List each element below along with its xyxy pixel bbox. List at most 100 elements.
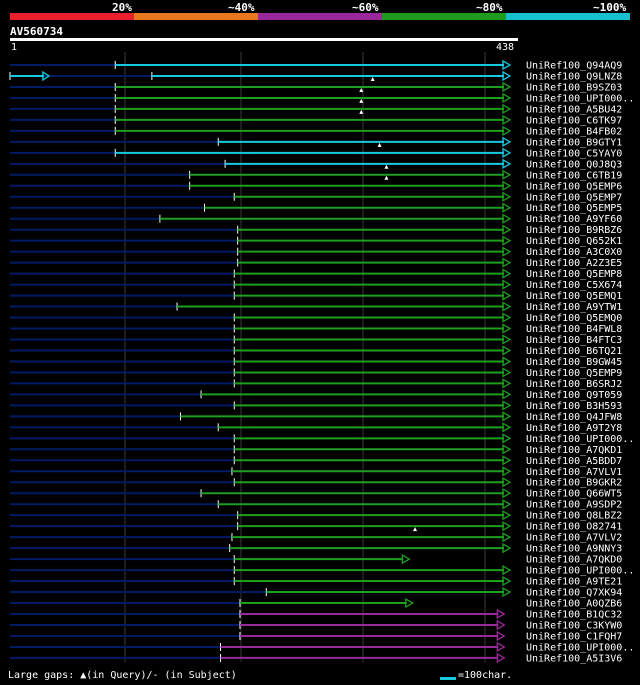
hit-arrow [502, 532, 512, 543]
hit-label: UniRef100_Q7XK94 [526, 588, 622, 599]
hit-label: UniRef100_O82741 [526, 522, 622, 533]
scale-tick-80: ~80% [476, 1, 503, 14]
hit-label: UniRef100_A9T2Y8 [526, 423, 622, 434]
hit-arrow [502, 81, 512, 93]
hit-extra-arrow [42, 70, 51, 82]
hit-arrow [502, 279, 512, 290]
hit-arrow [405, 597, 415, 609]
hit-arrow [502, 356, 512, 367]
hit-label: UniRef100_Q5EMP8 [526, 269, 622, 280]
hit-arrow [502, 169, 512, 180]
hit-label: UniRef100_A7QKD0 [526, 555, 622, 566]
hit-arrow [502, 70, 512, 82]
hit-label: UniRef100_Q652K1 [526, 236, 622, 247]
hit-arrow [502, 323, 512, 334]
hit-label: UniRef100_Q9LNZ8 [526, 71, 622, 82]
hit-label: UniRef100_B9GW45 [526, 357, 622, 368]
scale-segment-red [10, 13, 134, 20]
scale-legend-label: =100char. [458, 670, 513, 681]
hit-arrow [502, 499, 512, 510]
hit-arrow [502, 147, 512, 158]
hit-arrow [502, 411, 512, 422]
gap-marker [377, 142, 382, 147]
hit-arrow [502, 389, 512, 400]
scale-legend-bar [440, 677, 456, 680]
gap-legend: Large gaps: ▲(in Query)/- (in Subject) [8, 670, 237, 681]
hit-arrow [502, 213, 512, 224]
query-end-label: 438 [496, 42, 515, 53]
hit-label: UniRef100_B6SRJ2 [526, 379, 622, 390]
hit-arrow [502, 455, 512, 466]
hit-arrow [502, 301, 512, 312]
hit-arrow [502, 180, 512, 191]
hit-arrow [502, 235, 512, 246]
gap-marker [384, 164, 389, 169]
hit-label: UniRef100_B9SZ03 [526, 82, 622, 93]
hit-label: UniRef100_A5I3V6 [526, 653, 622, 664]
query-bar [10, 38, 518, 41]
hit-label: UniRef100_Q5EMP7 [526, 192, 622, 203]
hit-arrow [496, 652, 506, 664]
hit-label: UniRef100_Q8LBZ2 [526, 511, 622, 522]
hit-arrow [502, 422, 512, 433]
hit-label: UniRef100_C1FQH7 [526, 631, 622, 642]
hit-arrow [502, 103, 512, 115]
hit-label: UniRef100_A7VLV1 [526, 467, 622, 478]
hit-arrow [496, 641, 506, 653]
hit-arrow [502, 400, 512, 411]
gap-marker [359, 109, 364, 114]
hit-arrow [502, 136, 512, 147]
hit-label: UniRef100_A7QKD1 [526, 445, 622, 456]
hit-arrow [502, 114, 512, 126]
hit-label: UniRef100_A9YTW1 [526, 302, 622, 313]
hit-label: UniRef100_A9NNY3 [526, 544, 622, 555]
hit-arrow [502, 466, 512, 477]
hit-label: UniRef100_A9YF60 [526, 214, 622, 225]
hit-label: UniRef100_B6TQ21 [526, 346, 622, 357]
hit-label: UniRef100_Q0J8Q3 [526, 159, 622, 170]
hit-arrow [502, 575, 512, 587]
hit-label: UniRef100_UPI000.. [526, 93, 634, 104]
hit-label: UniRef100_UPI000.. [526, 642, 634, 653]
hit-arrow [502, 334, 512, 345]
hit-label: UniRef100_B4FWL8 [526, 324, 622, 335]
scale-segment-green [382, 13, 506, 20]
hit-label: UniRef100_C6TK97 [526, 115, 622, 126]
hit-label: UniRef100_A5BU42 [526, 104, 622, 115]
scale-tick-60: ~60% [352, 1, 379, 14]
query-start-label: 1 [11, 42, 18, 53]
hit-arrow [401, 553, 411, 565]
hit-label: UniRef100_B9GKR2 [526, 478, 622, 489]
hit-label: UniRef100_B9GTY1 [526, 137, 622, 148]
hit-label: UniRef100_UPI000.. [526, 434, 634, 445]
hit-label: UniRef100_C5YAY0 [526, 148, 622, 159]
hit-arrow [502, 510, 512, 521]
hit-arrow [502, 433, 512, 444]
hit-label: UniRef100_Q5EMQ0 [526, 313, 622, 324]
hit-label: UniRef100_Q94AQ9 [526, 61, 622, 72]
hit-label: UniRef100_A0QZB6 [526, 599, 622, 610]
hit-arrow [502, 586, 512, 598]
hit-arrow [502, 191, 512, 202]
gap-marker [413, 527, 418, 532]
gap-marker [359, 98, 364, 103]
hit-label: UniRef100_A5BDD7 [526, 456, 622, 467]
scale-tick-40: ~40% [228, 1, 255, 14]
gap-marker [370, 76, 375, 81]
hit-arrow [502, 521, 512, 532]
hit-arrow [496, 619, 506, 631]
hit-label: UniRef100_A2Z3E5 [526, 258, 622, 269]
hit-arrow [502, 378, 512, 389]
scale-segment-cyan [506, 13, 630, 20]
hit-label: UniRef100_Q5EMP5 [526, 203, 622, 214]
hit-label: UniRef100_A7VLV2 [526, 533, 622, 544]
hit-label: UniRef100_B4FB02 [526, 126, 622, 137]
scale-segment-purple [258, 13, 382, 20]
hit-arrow [496, 608, 506, 620]
scale-tick-20: 20% [112, 1, 132, 14]
hit-arrow [502, 158, 512, 169]
hit-arrow [502, 268, 512, 279]
hit-label: UniRef100_A9SDP2 [526, 500, 622, 511]
hit-arrow [502, 542, 512, 554]
